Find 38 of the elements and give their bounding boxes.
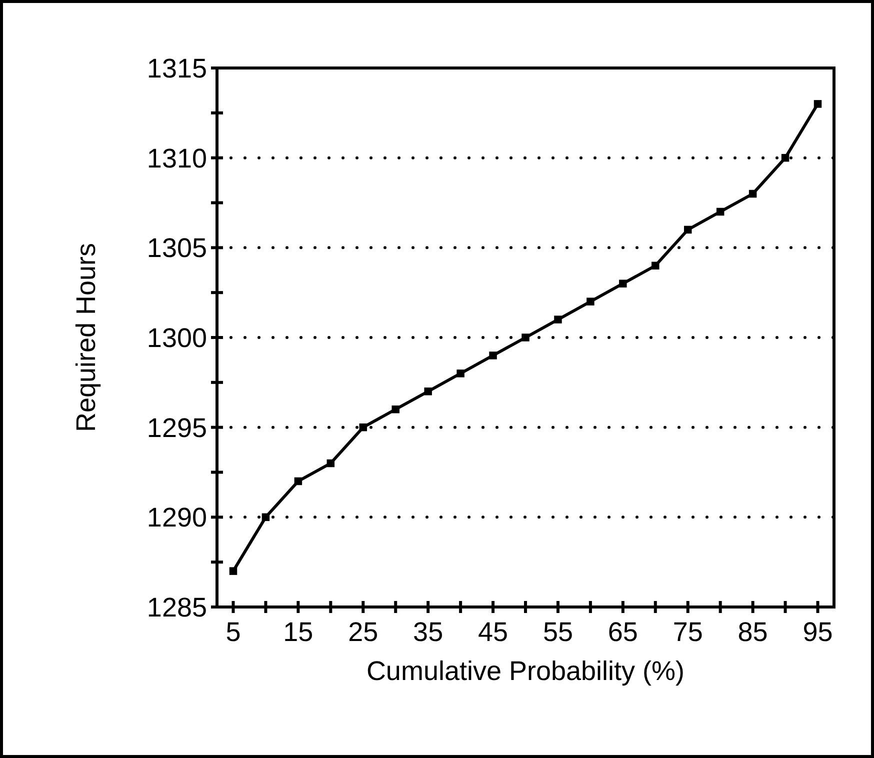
x-tick-label: 5 [226, 617, 241, 647]
x-tick-label: 65 [608, 617, 638, 647]
point [781, 154, 790, 162]
point [229, 567, 238, 575]
y-tick-label: 1305 [146, 233, 207, 264]
point [522, 334, 530, 342]
point [392, 405, 400, 414]
x-tick-label: 95 [802, 617, 833, 647]
point [489, 352, 497, 360]
point [424, 388, 432, 396]
x-tick-label: 15 [283, 617, 314, 647]
point [748, 190, 757, 198]
point [586, 298, 594, 306]
point [326, 459, 335, 468]
y-tick-label: 1315 [146, 53, 207, 84]
y-tick-label: 1285 [146, 592, 207, 622]
point [652, 262, 660, 270]
point [814, 100, 822, 108]
y-tick-label: 1300 [146, 322, 207, 353]
point [262, 513, 270, 522]
y-tick-label: 1290 [146, 502, 207, 533]
x-tick-label: 45 [478, 617, 508, 647]
point [359, 423, 368, 432]
point [619, 280, 627, 288]
x-tick-label: 35 [413, 617, 444, 647]
y-axis-title: Required Hours [71, 242, 101, 432]
y-tick-label: 1310 [146, 143, 207, 174]
point [554, 316, 562, 324]
point [716, 208, 724, 216]
x-axis-title: Cumulative Probability (%) [366, 656, 685, 686]
point [294, 477, 302, 486]
x-tick-label: 75 [672, 617, 703, 647]
x-tick-label: 55 [542, 617, 573, 647]
x-tick-label: 85 [738, 617, 768, 647]
y-tick-label: 1295 [146, 412, 207, 443]
point [684, 226, 692, 234]
x-tick-label: 25 [348, 617, 378, 647]
point [456, 370, 464, 378]
